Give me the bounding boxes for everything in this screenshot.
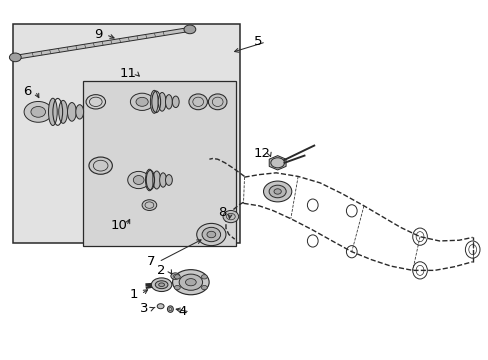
Ellipse shape [155,281,167,289]
Ellipse shape [202,227,220,242]
Ellipse shape [183,25,195,34]
Polygon shape [13,24,239,243]
Ellipse shape [179,274,202,290]
Ellipse shape [133,176,144,184]
Text: 3: 3 [140,302,148,315]
Polygon shape [15,27,190,59]
Ellipse shape [172,96,179,108]
Ellipse shape [223,211,238,223]
Text: 11: 11 [120,67,137,80]
Ellipse shape [270,158,284,168]
Ellipse shape [150,90,158,113]
Ellipse shape [145,169,153,191]
Ellipse shape [167,306,173,312]
Ellipse shape [67,103,76,121]
Ellipse shape [9,53,21,62]
Text: 7: 7 [146,255,155,268]
Ellipse shape [188,94,207,110]
Ellipse shape [89,157,112,174]
Text: 2: 2 [157,264,165,277]
Ellipse shape [273,189,281,194]
Text: 1: 1 [129,288,137,301]
Ellipse shape [31,107,45,117]
Ellipse shape [165,95,172,109]
Circle shape [201,285,207,290]
Ellipse shape [142,200,157,211]
Ellipse shape [59,100,67,123]
Ellipse shape [158,283,164,287]
Ellipse shape [151,278,171,292]
Ellipse shape [172,270,209,295]
Ellipse shape [158,93,165,111]
Ellipse shape [48,98,57,126]
Ellipse shape [206,231,215,238]
Circle shape [201,275,207,279]
Ellipse shape [136,97,148,106]
Ellipse shape [130,93,154,111]
Ellipse shape [268,185,285,198]
Ellipse shape [170,273,179,279]
Ellipse shape [76,105,83,119]
Text: 6: 6 [23,85,32,98]
Polygon shape [269,156,285,170]
Text: 12: 12 [253,147,269,159]
Ellipse shape [159,173,166,187]
Ellipse shape [127,171,149,189]
Ellipse shape [196,224,225,246]
Ellipse shape [185,279,196,286]
Text: 10: 10 [110,219,127,233]
Ellipse shape [208,94,226,110]
Text: 8: 8 [218,206,226,219]
Ellipse shape [157,304,163,309]
Circle shape [174,285,180,290]
Circle shape [174,275,180,279]
Text: 4: 4 [178,306,186,319]
Polygon shape [82,81,235,246]
Ellipse shape [263,181,291,202]
Ellipse shape [86,95,105,109]
Ellipse shape [24,102,52,122]
Text: 5: 5 [253,35,262,49]
Ellipse shape [153,171,160,189]
Ellipse shape [165,175,172,185]
Text: 9: 9 [94,28,102,41]
